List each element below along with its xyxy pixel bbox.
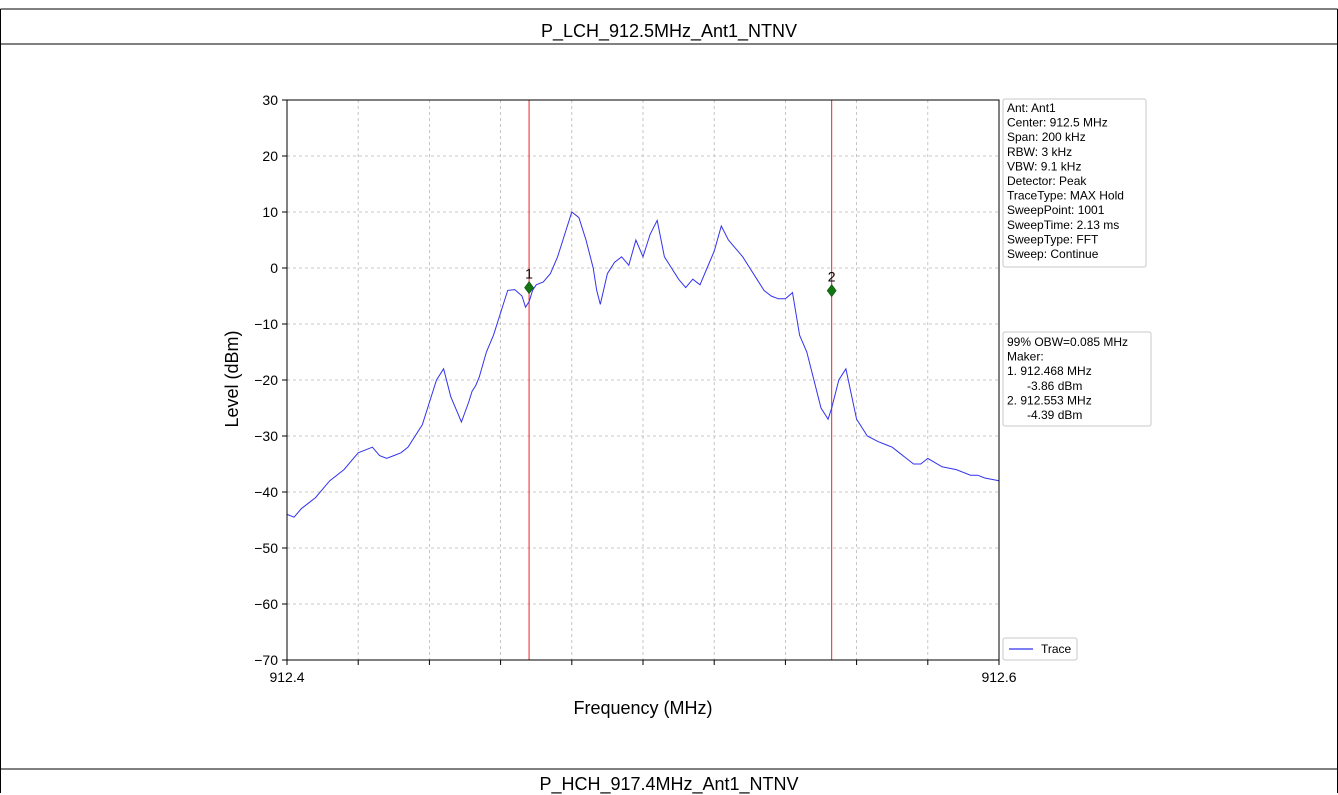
info-line: Sweep: Continue (1007, 247, 1099, 261)
y-tick-label: 20 (262, 148, 278, 164)
y-tick-label: −20 (254, 372, 278, 388)
grid (286, 99, 1000, 661)
obw-box-frame (1002, 331, 1152, 427)
y-tick-label: 0 (270, 260, 278, 276)
x-tick-label: 912.6 (981, 669, 1016, 685)
obw-line: 2. 912.553 MHz (1007, 393, 1092, 407)
info-line: Center: 912.5 MHz (1007, 116, 1108, 130)
x-tick-label: 912.4 (269, 669, 304, 685)
axes (282, 99, 1000, 665)
legend-frame (1002, 637, 1078, 661)
marker-diamond (524, 281, 534, 295)
info-line: VBW: 9.1 kHz (1007, 159, 1081, 173)
y-tick-label: −10 (254, 316, 278, 332)
info-box-frame (1002, 98, 1147, 268)
info-line: Span: 200 kHz (1007, 130, 1086, 144)
y-tick-label: −40 (254, 484, 278, 500)
obw-line: 1. 912.468 MHz (1007, 364, 1092, 378)
obw-line: -4.39 dBm (1007, 408, 1082, 422)
info-line: TraceType: MAX Hold (1007, 189, 1124, 203)
info-line: SweepPoint: 1001 (1007, 203, 1105, 217)
y-tick-label: −30 (254, 428, 278, 444)
y-tick-label: 10 (262, 204, 278, 220)
y-tick-label: −50 (254, 540, 278, 556)
obw-line: Maker: (1007, 350, 1044, 364)
top-section-title: P_LCH_912.5MHz_Ant1_NTNV (540, 21, 798, 41)
info-line: Detector: Peak (1007, 174, 1087, 188)
info-line: SweepType: FFT (1007, 232, 1099, 246)
info-line: Ant: Ant1 (1007, 101, 1056, 115)
y-axis-label: Level (dBm) (222, 330, 242, 427)
info-line: RBW: 3 kHz (1007, 145, 1072, 159)
obw-line: -3.86 dBm (1007, 379, 1082, 393)
legend-label: Trace (1041, 642, 1072, 656)
marker-diamond (826, 284, 837, 298)
obw-line: 99% OBW=0.085 MHz (1007, 335, 1128, 349)
y-tick-label: 30 (262, 92, 278, 108)
trace-layer (286, 211, 1000, 518)
legend: Trace (1002, 637, 1078, 661)
info-line: SweepTime: 2.13 ms (1007, 218, 1119, 232)
marker-label: 1 (525, 266, 533, 282)
x-axis-label: Frequency (MHz) (573, 698, 712, 718)
marker-lines (528, 100, 833, 660)
marker-label: 2 (828, 269, 836, 285)
y-tick-label: −60 (254, 596, 278, 612)
bottom-section-title: P_HCH_917.4MHz_Ant1_NTNV (539, 774, 799, 794)
trace-line (286, 211, 1000, 518)
y-tick-label: −70 (254, 652, 278, 668)
